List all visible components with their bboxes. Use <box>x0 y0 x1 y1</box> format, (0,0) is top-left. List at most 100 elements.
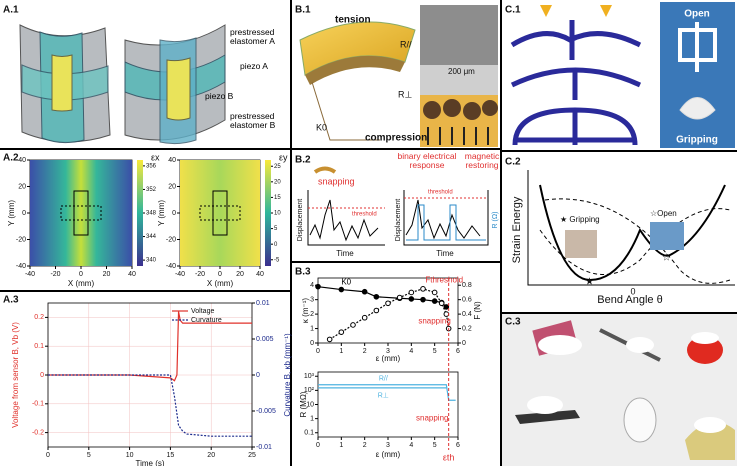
energy-sketch: ★ ☆ <box>527 170 735 288</box>
axis-label: Time <box>436 249 454 258</box>
y-tick-label: -0.1 <box>32 401 44 408</box>
panel-label: B.1 <box>295 5 311 16</box>
colorbar-tick-label: 340 <box>146 258 157 264</box>
y-tick-label: 0.2 <box>34 314 44 321</box>
annotation: binary electrical response <box>397 151 457 170</box>
y-axis-label: Y (mm) <box>7 200 16 226</box>
data-point <box>373 293 380 300</box>
y-tick-label: 1 <box>310 325 314 332</box>
response-sketch <box>307 166 489 246</box>
y2-tick-label: 0 <box>256 372 260 379</box>
annotation: 200 μm <box>448 67 475 76</box>
annotation: threshold <box>428 190 453 196</box>
x-tick-label: 0 <box>46 452 50 459</box>
heatmap <box>30 160 132 266</box>
annotation: Gripping <box>676 135 718 146</box>
annotation: magnetic restoring <box>464 151 500 170</box>
y-axis-label: κ (m⁻¹) <box>301 298 310 323</box>
piezo-outline <box>199 205 241 221</box>
photo-collage <box>502 314 737 466</box>
x-tick-label: 3 <box>386 348 390 355</box>
y-tick-label: 4 <box>310 282 314 289</box>
panel-label: C.1 <box>505 5 521 16</box>
y-tick-label: 10 <box>306 401 314 408</box>
colorbar-tick-label: 15 <box>274 195 281 201</box>
data-point <box>431 289 438 296</box>
colorbar-tick-label: 352 <box>146 187 157 193</box>
series-label: R// <box>379 376 388 383</box>
y-tick-label: 10² <box>304 387 315 394</box>
data-point <box>385 300 391 307</box>
data-point <box>438 300 445 307</box>
data-point <box>338 329 345 335</box>
y2-tick-label: 0.4 <box>462 311 472 318</box>
annotation: R⊥ <box>398 89 412 99</box>
data-point <box>361 288 368 295</box>
y-tick-label: 1 <box>310 415 314 422</box>
y2-tick-label: -0.005 <box>256 408 276 415</box>
y-tick-label: -20 <box>16 236 26 243</box>
x-tick-label: 1 <box>339 348 343 355</box>
annotation: Open <box>684 9 710 20</box>
piezo-outline <box>73 190 89 236</box>
y-tick-label: -20 <box>166 236 176 243</box>
y-tick-label: 2 <box>310 311 314 318</box>
axis-label: Displacement <box>395 199 402 241</box>
x-tick-label: -20 <box>50 271 60 278</box>
heatmap <box>180 160 260 266</box>
x-tick-label: 0 <box>79 271 83 278</box>
x-tick-label: 20 <box>103 271 111 278</box>
colorbar-label: εy <box>279 152 288 162</box>
data-point <box>408 289 415 296</box>
data-point <box>443 304 450 310</box>
marker-star: ★ <box>585 277 594 288</box>
x-axis-label: X (mm) <box>68 279 95 288</box>
data-point <box>373 307 380 314</box>
x-tick-label: 6 <box>456 348 460 355</box>
x-tick-label: 1 <box>339 442 343 449</box>
y2-axis-label: Curvature B, κb (mm⁻¹) <box>283 333 292 417</box>
y2-tick-label: -0.01 <box>256 444 272 451</box>
axis-label: Time <box>336 249 354 258</box>
colorbar-tick-label: 356 <box>146 163 157 169</box>
x-tick-label: 5 <box>433 442 437 449</box>
x-tick-label: 0 <box>316 442 320 449</box>
colorbar-tick-label: 10 <box>274 211 281 217</box>
y-tick-label: 0 <box>22 210 26 217</box>
marker-star: ☆ <box>662 253 671 264</box>
piezo-outline <box>212 190 228 236</box>
x-tick-label: 20 <box>236 271 244 278</box>
y-tick-label: 10³ <box>304 373 315 380</box>
x-tick-label: 0 <box>218 271 222 278</box>
axis-label: R (Ω) <box>492 212 499 229</box>
x-tick-label: 0 <box>316 348 320 355</box>
series-line <box>317 286 447 308</box>
x-tick-label: 4 <box>409 442 413 449</box>
x-tick-label: 5 <box>87 452 91 459</box>
colorbar-label: εx <box>151 152 160 162</box>
colorbar <box>265 160 271 266</box>
annotation: snapping <box>318 176 355 186</box>
y-tick-label: 40 <box>18 157 26 164</box>
panel-label: C.2 <box>505 157 521 168</box>
axis-label: Strain Energy <box>511 196 523 263</box>
annotation: piezo B <box>205 91 234 101</box>
x-tick-label: 15 <box>167 452 175 459</box>
colorbar-tick-label: -5 <box>274 257 280 263</box>
data-point <box>361 314 368 321</box>
x-axis-label: ε (mm) <box>376 354 401 363</box>
y2-tick-label: 0.2 <box>462 325 472 332</box>
sheet-sketch <box>19 24 226 145</box>
data-point <box>396 294 403 301</box>
x-axis-label: ε (mm) <box>376 450 401 459</box>
y-axis-label: Y (mm) <box>157 200 166 226</box>
y-axis-label: R (MΩ) <box>299 391 308 417</box>
data-point <box>420 296 426 303</box>
annotation: K0 <box>341 277 351 286</box>
legend-label: Voltage <box>191 308 214 315</box>
bilayer-sketch <box>299 5 498 147</box>
colorbar-tick-label: 5 <box>274 226 278 232</box>
y-tick-label: 20 <box>18 183 26 190</box>
data-point <box>420 286 426 292</box>
